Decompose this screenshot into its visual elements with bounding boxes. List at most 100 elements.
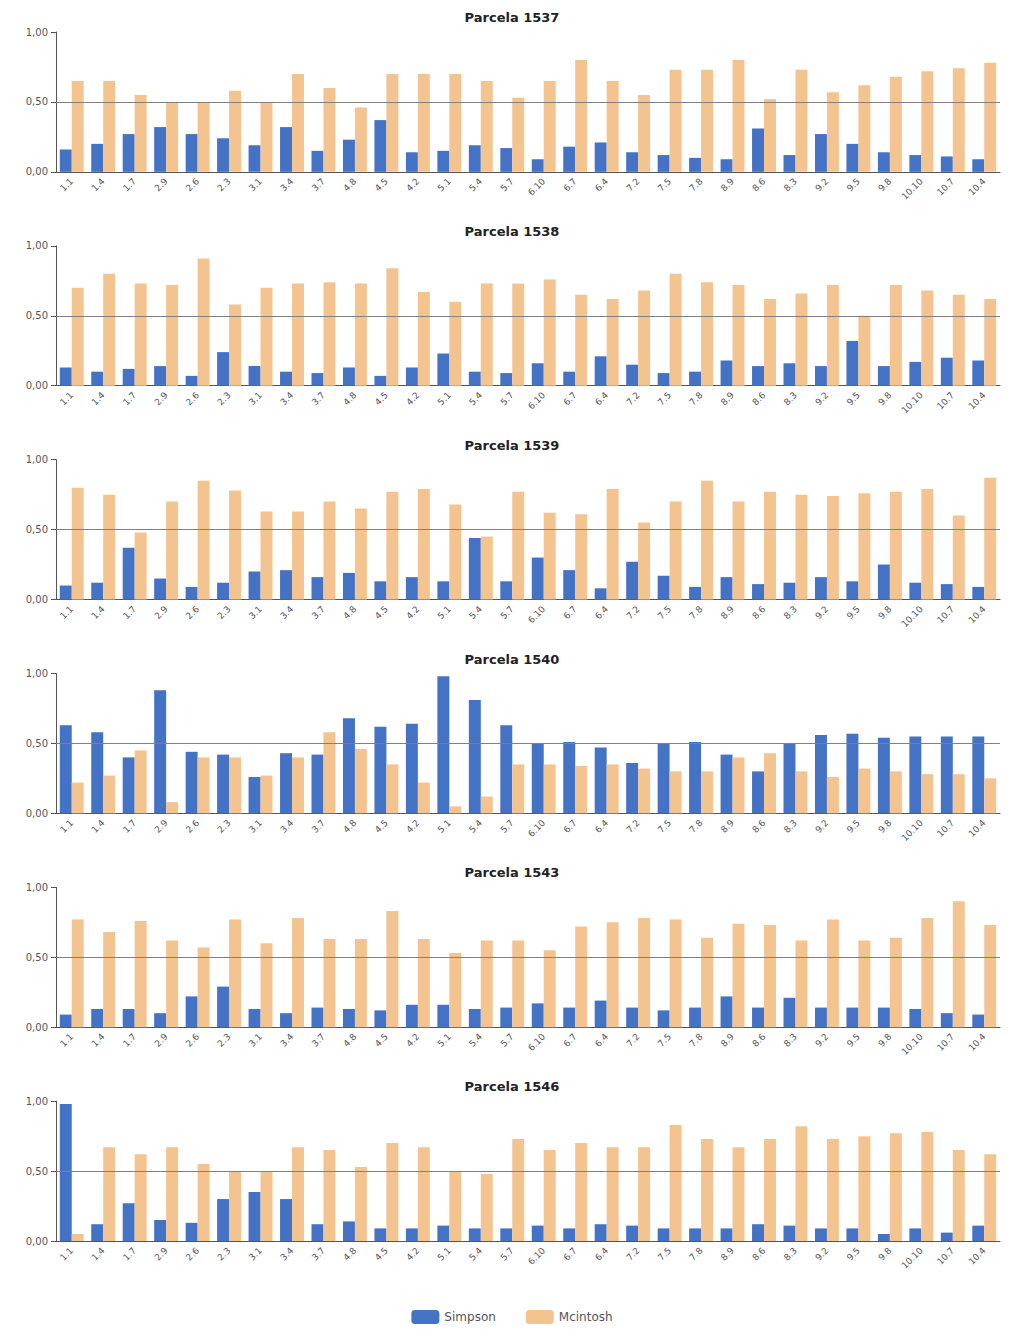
svg-text:9.5: 9.5 — [845, 176, 862, 193]
svg-text:Parcela 1540: Parcela 1540 — [465, 652, 560, 667]
svg-text:9.8: 9.8 — [876, 176, 893, 193]
svg-text:6.4: 6.4 — [593, 176, 610, 193]
svg-text:10.10: 10.10 — [900, 818, 925, 843]
svg-text:9.2: 9.2 — [813, 176, 830, 193]
svg-text:3.7: 3.7 — [310, 818, 327, 835]
svg-text:9.5: 9.5 — [845, 1032, 862, 1049]
svg-text:6.10: 6.10 — [526, 818, 547, 839]
svg-text:2.3: 2.3 — [215, 1245, 232, 1262]
svg-text:4.2: 4.2 — [404, 818, 421, 835]
svg-text:6.10: 6.10 — [526, 1031, 547, 1052]
svg-text:1.1: 1.1 — [58, 1245, 75, 1262]
svg-text:6.4: 6.4 — [593, 1031, 610, 1048]
svg-text:4.5: 4.5 — [373, 176, 390, 193]
svg-text:2.6: 2.6 — [184, 390, 201, 407]
svg-text:3.4: 3.4 — [278, 818, 295, 835]
svg-text:8.3: 8.3 — [782, 390, 799, 407]
svg-text:7.2: 7.2 — [624, 818, 641, 835]
svg-text:10.10: 10.10 — [900, 1245, 925, 1270]
svg-text:6.4: 6.4 — [593, 604, 610, 621]
svg-text:1,00: 1,00 — [26, 882, 48, 893]
svg-text:9.8: 9.8 — [876, 818, 893, 835]
svg-text:5.1: 5.1 — [436, 1245, 453, 1262]
svg-text:6.7: 6.7 — [562, 1245, 579, 1262]
svg-text:10.7: 10.7 — [935, 1032, 956, 1053]
svg-text:8.6: 8.6 — [750, 818, 767, 835]
svg-text:9.2: 9.2 — [813, 604, 830, 621]
svg-text:3.1: 3.1 — [247, 818, 264, 835]
svg-text:9.8: 9.8 — [876, 1031, 893, 1048]
svg-text:8.3: 8.3 — [782, 604, 799, 621]
svg-text:8.6: 8.6 — [750, 176, 767, 193]
svg-text:1.4: 1.4 — [90, 1031, 107, 1048]
svg-text:3.7: 3.7 — [310, 1032, 327, 1049]
svg-text:1.4: 1.4 — [90, 176, 107, 193]
svg-text:1.7: 1.7 — [121, 818, 138, 835]
svg-text:2.6: 2.6 — [184, 604, 201, 621]
svg-text:3.4: 3.4 — [278, 1031, 295, 1048]
svg-text:8.6: 8.6 — [750, 604, 767, 621]
svg-text:1,00: 1,00 — [26, 240, 48, 251]
svg-text:5.4: 5.4 — [467, 818, 484, 835]
svg-text:5.1: 5.1 — [436, 818, 453, 835]
svg-text:4.2: 4.2 — [404, 1032, 421, 1049]
svg-text:6.4: 6.4 — [593, 1245, 610, 1262]
svg-text:6.4: 6.4 — [593, 390, 610, 407]
svg-text:8.6: 8.6 — [750, 390, 767, 407]
svg-text:10.7: 10.7 — [935, 604, 956, 625]
svg-text:0,00: 0,00 — [26, 808, 48, 819]
svg-text:7.8: 7.8 — [687, 818, 704, 835]
svg-text:6.7: 6.7 — [562, 604, 579, 621]
svg-text:9.5: 9.5 — [845, 1245, 862, 1262]
svg-text:2.3: 2.3 — [215, 390, 232, 407]
svg-text:10.10: 10.10 — [900, 604, 925, 629]
svg-text:5.7: 5.7 — [499, 1032, 516, 1049]
svg-text:2.9: 2.9 — [152, 818, 169, 835]
svg-text:3.1: 3.1 — [247, 604, 264, 621]
svg-text:1.7: 1.7 — [121, 176, 138, 193]
svg-text:1.4: 1.4 — [90, 818, 107, 835]
svg-text:8.3: 8.3 — [782, 1245, 799, 1262]
svg-text:4.8: 4.8 — [341, 390, 358, 407]
svg-text:10.10: 10.10 — [900, 176, 925, 201]
svg-text:2.6: 2.6 — [184, 1245, 201, 1262]
svg-text:7.8: 7.8 — [687, 604, 704, 621]
svg-text:1.4: 1.4 — [90, 604, 107, 621]
svg-text:0,00: 0,00 — [26, 1022, 48, 1033]
svg-text:4.5: 4.5 — [373, 1032, 390, 1049]
svg-text:7.8: 7.8 — [687, 176, 704, 193]
svg-text:2.9: 2.9 — [152, 176, 169, 193]
svg-text:Simpson: Simpson — [444, 1310, 495, 1324]
svg-text:1.4: 1.4 — [90, 390, 107, 407]
svg-text:10.4: 10.4 — [967, 1031, 988, 1052]
svg-text:7.5: 7.5 — [656, 1245, 673, 1262]
svg-text:9.8: 9.8 — [876, 1245, 893, 1262]
svg-text:5.1: 5.1 — [436, 1032, 453, 1049]
svg-text:4.2: 4.2 — [404, 176, 421, 193]
svg-text:4.5: 4.5 — [373, 390, 390, 407]
svg-text:9.2: 9.2 — [813, 1245, 830, 1262]
svg-text:3.7: 3.7 — [310, 1245, 327, 1262]
svg-text:5.7: 5.7 — [499, 1245, 516, 1262]
svg-text:5.1: 5.1 — [436, 390, 453, 407]
svg-text:9.2: 9.2 — [813, 390, 830, 407]
svg-text:2.3: 2.3 — [215, 604, 232, 621]
svg-text:4.2: 4.2 — [404, 1245, 421, 1262]
svg-text:5.4: 5.4 — [467, 1245, 484, 1262]
svg-text:Mcintosh: Mcintosh — [559, 1310, 613, 1324]
svg-text:0,00: 0,00 — [26, 1236, 48, 1247]
svg-text:5.4: 5.4 — [467, 176, 484, 193]
svg-text:3.1: 3.1 — [247, 1032, 264, 1049]
svg-text:7.2: 7.2 — [624, 604, 641, 621]
svg-text:2.3: 2.3 — [215, 818, 232, 835]
svg-text:1.1: 1.1 — [58, 1032, 75, 1049]
svg-text:7.2: 7.2 — [624, 1032, 641, 1049]
svg-text:6.7: 6.7 — [562, 390, 579, 407]
svg-text:2.6: 2.6 — [184, 1031, 201, 1048]
svg-text:2.3: 2.3 — [215, 1032, 232, 1049]
svg-text:0,50: 0,50 — [26, 310, 48, 321]
svg-text:5.1: 5.1 — [436, 176, 453, 193]
svg-text:8.9: 8.9 — [719, 176, 736, 193]
svg-text:3.7: 3.7 — [310, 390, 327, 407]
svg-text:10.10: 10.10 — [900, 1031, 925, 1056]
